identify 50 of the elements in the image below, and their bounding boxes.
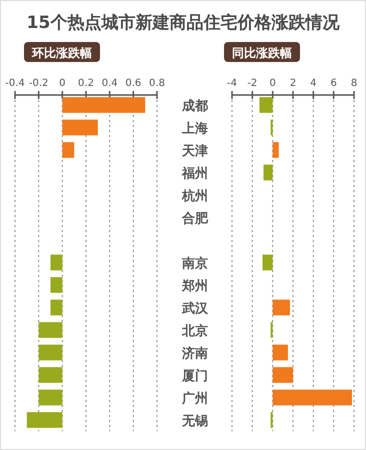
y-tick-label: 福州: [181, 166, 208, 182]
x-tick-label: -2: [247, 78, 258, 89]
y-tick-label: 无锡: [181, 414, 208, 429]
x-tick-label: 0: [269, 78, 276, 89]
bar: [38, 322, 62, 338]
x-tick-label: 0.2: [78, 78, 94, 89]
bar: [262, 254, 273, 270]
bar: [62, 97, 146, 113]
y-tick-label: 南京: [181, 256, 208, 272]
y-tick-label: 成都: [181, 99, 208, 114]
bar: [272, 390, 352, 406]
y-tick-label: 郑州: [181, 279, 208, 294]
x-tick-label: 0: [59, 78, 66, 89]
bar: [259, 97, 273, 113]
bar: [38, 367, 62, 383]
x-tick-label: -0.2: [28, 78, 48, 89]
x-tick-label: 0.6: [125, 78, 142, 89]
bar: [272, 344, 288, 360]
bar: [38, 390, 62, 406]
chart-subtitle: 环比涨跌幅: [31, 46, 92, 60]
x-tick-label: 4: [310, 78, 317, 89]
y-tick-label: 杭州: [181, 188, 208, 204]
y-tick-label: 厦门: [181, 368, 208, 384]
bar: [272, 300, 290, 316]
x-tick-label: 8: [350, 78, 358, 89]
y-tick-label: 武汉: [181, 302, 209, 316]
bar: [50, 300, 62, 316]
y-tick-label: 北京: [181, 323, 208, 339]
x-tick-label: -4: [227, 78, 237, 89]
y-tick-label: 广州: [181, 390, 208, 406]
chart-title: 15个热点城市新建商品住宅价格涨跌情况: [26, 13, 340, 33]
y-tick-label: 合肥: [181, 210, 209, 226]
y-tick-label: 济南: [181, 346, 208, 362]
y-tick-label: 天津: [181, 144, 208, 159]
bar: [272, 142, 279, 158]
bar: [62, 120, 98, 136]
bar: [264, 164, 273, 180]
bar: [62, 142, 74, 158]
chart-subtitle: 同比涨跌幅: [232, 46, 292, 60]
bar: [38, 344, 62, 360]
bar: [272, 367, 293, 383]
bar: [50, 277, 62, 293]
y-tick-label: 上海: [181, 122, 208, 136]
bar: [50, 254, 62, 270]
x-tick-label: -0.4: [5, 78, 25, 89]
x-tick-label: 0.4: [102, 78, 118, 89]
x-tick-label: 0.8: [149, 78, 165, 89]
x-tick-label: 2: [290, 78, 296, 89]
bar: [26, 412, 62, 428]
x-tick-label: 6: [330, 78, 337, 89]
